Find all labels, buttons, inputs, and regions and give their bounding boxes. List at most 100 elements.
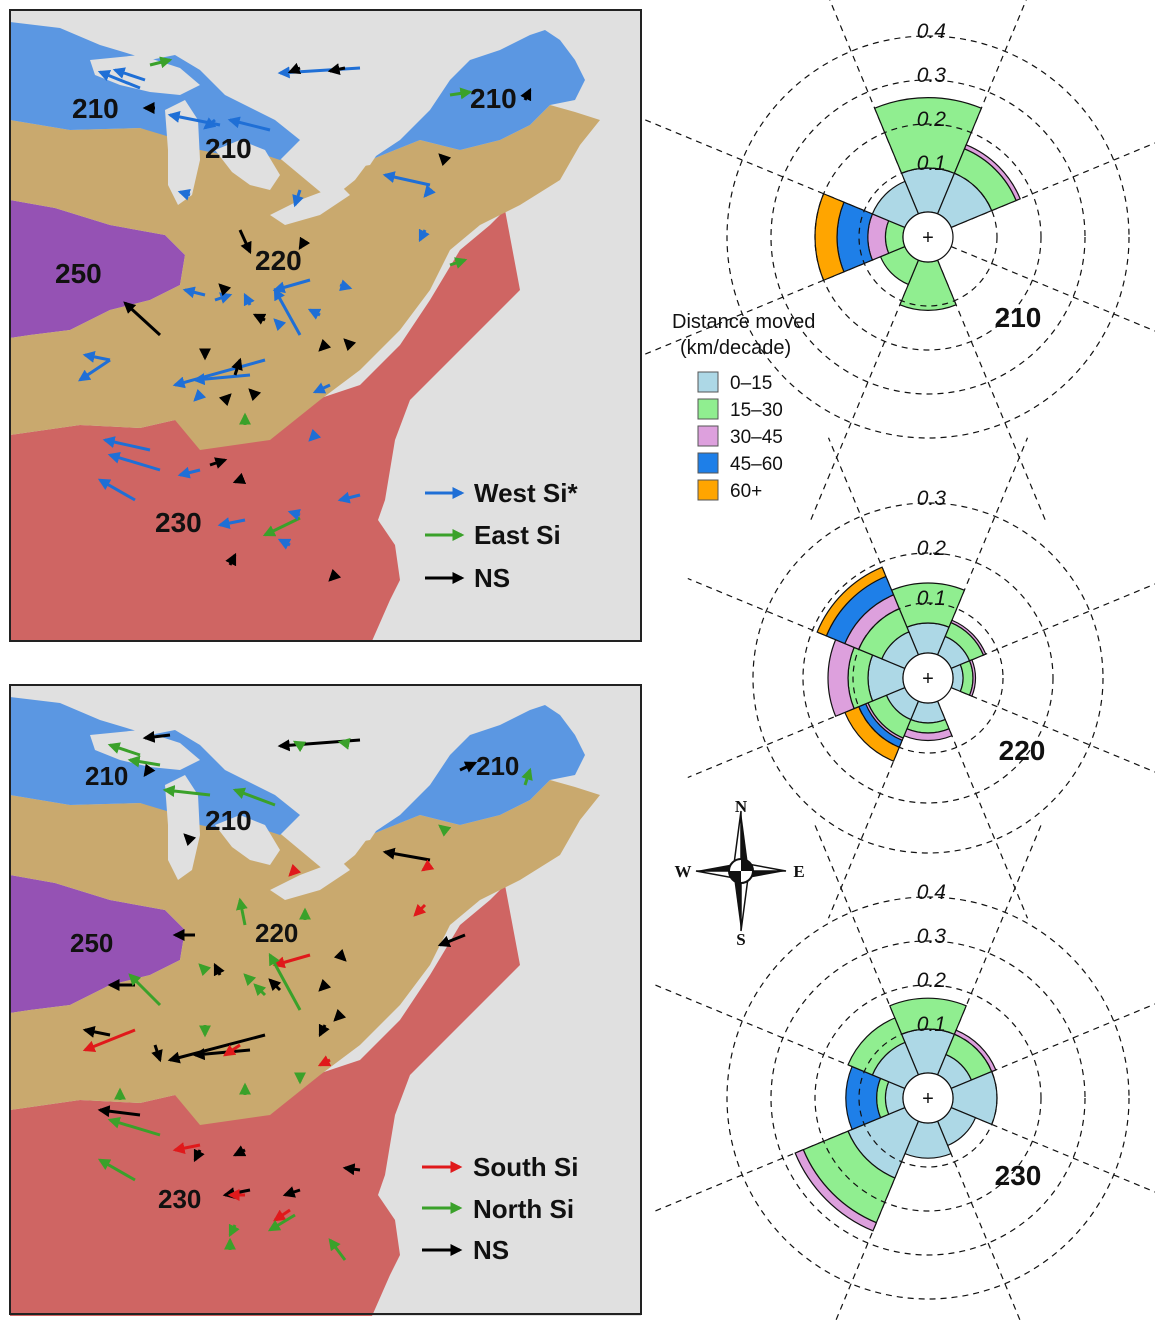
migration-arrow (78, 358, 111, 382)
rose-ring (814, 984, 1042, 1212)
region-label: 220 (255, 918, 298, 948)
migration-arrow (143, 763, 156, 777)
distance-legend-label: 0–15 (730, 373, 772, 394)
rose-ring (726, 35, 1130, 439)
lake-huron (215, 140, 280, 190)
migration-arrow (192, 373, 251, 386)
migration-arrow (342, 1163, 361, 1176)
rose-sector-e (968, 659, 977, 697)
rose-spoke (937, 1120, 1021, 1320)
rose-sector-n (890, 582, 966, 628)
migration-arrow (328, 1238, 347, 1261)
migration-arrow (232, 472, 247, 485)
rose-tick-label: 0.1 (917, 587, 946, 610)
rose-sector-nw (847, 1017, 906, 1076)
lake-ontario (330, 145, 380, 170)
migration-arrow (287, 62, 302, 75)
migration-arrow (193, 1148, 205, 1163)
rose-sector-sw (794, 1148, 878, 1232)
migration-arrow (333, 1008, 347, 1022)
lake-michigan (165, 775, 200, 880)
rose-sector-w (836, 201, 874, 273)
legend-north-si: North Si (473, 1194, 574, 1224)
migration-arrow (151, 1044, 163, 1063)
rose-220: 0.1 0.2 0.3 +220 (687, 437, 1155, 919)
rose-center-symbol: + (922, 1088, 934, 1110)
migration-arrow (327, 63, 346, 76)
migration-arrow (112, 67, 146, 82)
rose-sector-ne (963, 144, 1021, 202)
migration-arrow (82, 350, 111, 363)
migration-arrow (437, 933, 466, 948)
top-map-frame (9, 9, 642, 642)
migration-arrow (243, 973, 257, 987)
region-250 (10, 200, 185, 338)
migration-arrow (107, 742, 141, 757)
migration-arrow (318, 338, 332, 352)
lake-superior (90, 55, 200, 95)
migration-arrow (193, 388, 207, 402)
rose-center (902, 652, 954, 704)
migration-arrow (273, 1208, 291, 1222)
region-label: 210 (470, 83, 517, 114)
lake-erie (270, 185, 350, 225)
migration-arrow (232, 787, 276, 807)
rose-center (902, 211, 954, 263)
migration-arrow (228, 1223, 240, 1238)
migration-arrow (337, 491, 361, 504)
top-map-arrows (78, 56, 532, 582)
migration-arrow (225, 552, 237, 567)
migration-arrow (339, 279, 353, 291)
legend-ns: NS (474, 563, 510, 593)
distance-swatch (697, 425, 719, 447)
rose-region-label: 230 (995, 1160, 1042, 1191)
lake-michigan (165, 100, 200, 205)
migration-arrow (449, 257, 468, 269)
rose-sector-ne (950, 619, 987, 656)
migration-arrow (192, 1048, 251, 1061)
rose-center (902, 1072, 954, 1124)
migration-arrow (82, 1025, 111, 1038)
migration-arrow (292, 740, 307, 753)
migration-arrow (209, 457, 228, 469)
bottom-map: 210 210 210 220 250 230 South Si North S… (9, 684, 642, 1316)
migration-arrow (232, 1145, 247, 1157)
distance-legend-label: 45–60 (730, 454, 783, 475)
rose-ring (726, 896, 1130, 1300)
region-220 (10, 780, 600, 1125)
migration-arrow (102, 436, 151, 452)
region-210-east (370, 30, 585, 160)
compass-e: E (793, 862, 804, 881)
migration-arrow (182, 286, 206, 299)
rose-sector-n (889, 997, 967, 1036)
migration-arrow (288, 863, 302, 877)
migration-arrow (217, 517, 246, 530)
distance-swatch (697, 452, 719, 474)
rose-tick-label: 0.2 (917, 969, 947, 992)
rose-region-label: 220 (999, 735, 1046, 766)
migration-arrow (521, 767, 533, 786)
migration-arrow (149, 56, 173, 69)
migration-arrow (287, 509, 301, 521)
migration-arrow (282, 1186, 301, 1198)
migration-arrow (421, 859, 435, 872)
rose-ring (770, 940, 1086, 1256)
migration-arrow (162, 785, 211, 798)
migration-arrow (172, 1142, 201, 1155)
lake-erie (270, 860, 350, 900)
lake-huron (215, 815, 280, 865)
migration-arrow (292, 189, 304, 208)
rose-210: 0.1 0.2 0.3 0.4 +210 (641, 0, 1155, 524)
migration-arrow (183, 833, 197, 847)
distance-legend-title: Distance moved (672, 311, 815, 333)
legend-south-si: South Si (473, 1152, 578, 1182)
migration-arrow (333, 948, 347, 962)
migration-arrow (459, 761, 478, 773)
migration-arrow (142, 730, 171, 743)
region-220 (10, 105, 600, 450)
rose-sector-w (867, 213, 890, 261)
migration-arrow (172, 358, 266, 389)
rose-ring (852, 602, 1004, 754)
migration-arrow (128, 973, 162, 1007)
migration-arrow (218, 393, 232, 407)
